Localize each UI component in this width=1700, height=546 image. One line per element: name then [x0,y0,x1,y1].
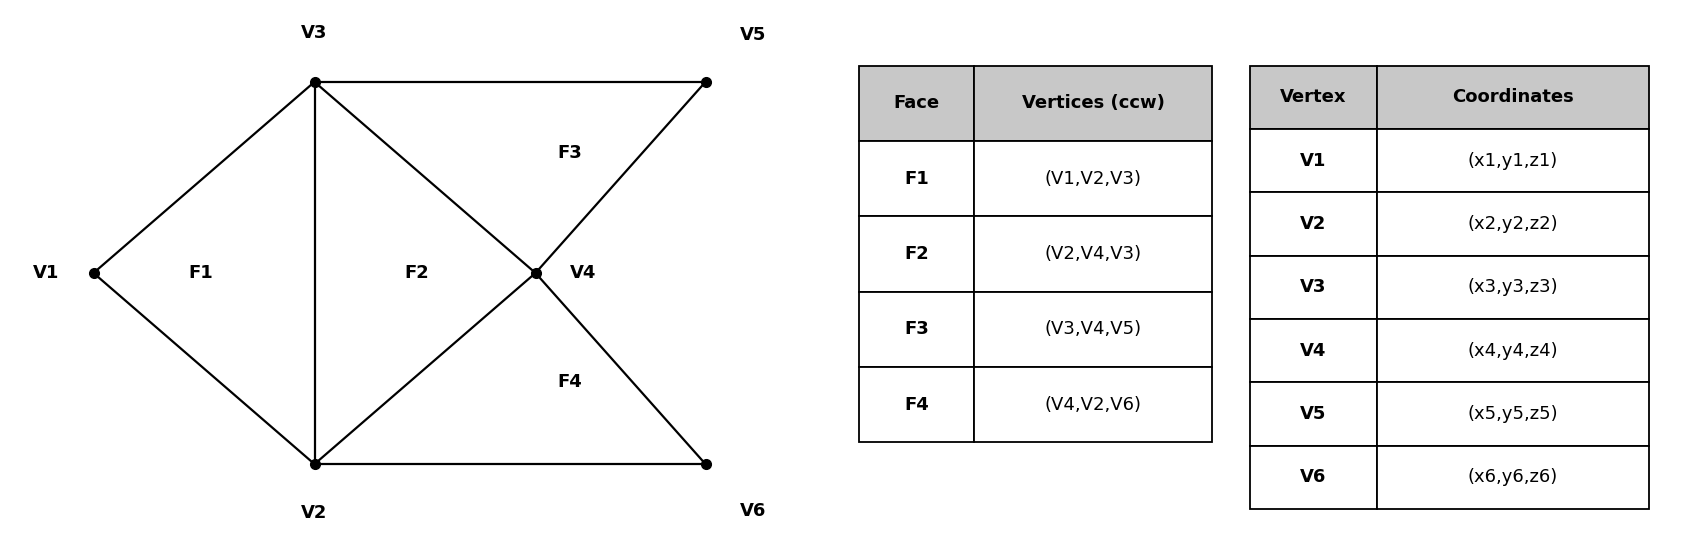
Text: V4: V4 [1300,342,1326,359]
Bar [1250,446,1377,509]
Text: V1: V1 [32,264,60,282]
Text: (x1,y1,z1): (x1,y1,z1) [1467,152,1559,169]
Text: (V3,V4,V5): (V3,V4,V5) [1044,321,1142,338]
Text: F4: F4 [558,373,581,391]
Text: (x4,y4,z4): (x4,y4,z4) [1467,342,1559,359]
Text: (x2,y2,z2): (x2,y2,z2) [1467,215,1559,233]
Text: F1: F1 [189,264,212,282]
Bar [1377,192,1649,256]
Text: (x6,y6,z6): (x6,y6,z6) [1467,468,1559,486]
Bar [974,292,1212,367]
Bar [858,216,974,292]
Text: V4: V4 [570,264,597,282]
Bar [1250,382,1377,446]
Text: F2: F2 [405,264,428,282]
Bar [858,292,974,367]
Text: F2: F2 [904,245,928,263]
Text: F1: F1 [904,170,928,187]
Bar [974,141,1212,216]
Bar [1250,66,1377,129]
Bar [858,141,974,216]
Bar [1377,382,1649,446]
Text: V2: V2 [1300,215,1326,233]
Text: Coordinates: Coordinates [1452,88,1574,106]
Bar [858,66,974,141]
Bar [1377,256,1649,319]
Text: V6: V6 [1300,468,1326,486]
Text: (x3,y3,z3): (x3,y3,z3) [1467,278,1559,296]
Text: Vertices (ccw): Vertices (ccw) [1022,94,1164,112]
Text: V2: V2 [301,505,328,522]
Text: V6: V6 [740,502,767,519]
Text: (V4,V2,V6): (V4,V2,V6) [1044,396,1142,413]
Text: (x5,y5,z5): (x5,y5,z5) [1467,405,1559,423]
Text: V1: V1 [1300,152,1326,169]
Bar [1377,446,1649,509]
Bar [1377,66,1649,129]
Bar [1250,129,1377,192]
Text: F3: F3 [904,321,928,338]
Bar [858,367,974,442]
Text: F3: F3 [558,144,581,162]
Bar [974,66,1212,141]
Bar [974,367,1212,442]
Text: V3: V3 [1300,278,1326,296]
Text: Vertex: Vertex [1280,88,1346,106]
Text: V3: V3 [301,24,328,41]
Text: (V1,V2,V3): (V1,V2,V3) [1044,170,1142,187]
Bar [1250,319,1377,382]
Text: V5: V5 [1300,405,1326,423]
Bar [974,216,1212,292]
Text: F4: F4 [904,396,928,413]
Text: Face: Face [892,94,940,112]
Text: V5: V5 [740,27,767,44]
Bar [1250,192,1377,256]
Bar [1377,129,1649,192]
Bar [1250,256,1377,319]
Text: (V2,V4,V3): (V2,V4,V3) [1044,245,1142,263]
Bar [1377,319,1649,382]
